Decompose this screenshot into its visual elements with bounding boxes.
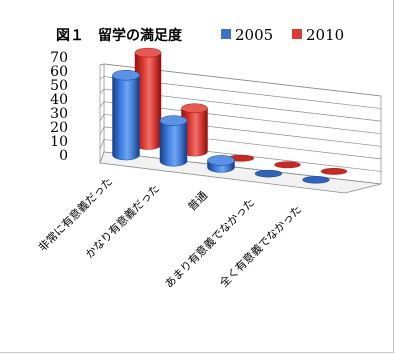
gridline-side: [99, 63, 105, 66]
gridline-side: [99, 139, 105, 150]
bar-disc: [320, 168, 348, 175]
x-tick-label: あまり有意義でなかった: [162, 195, 257, 290]
bar-2010-2: [181, 103, 208, 157]
x-tick-label: 普通: [185, 188, 210, 213]
y-tick-label: 50: [50, 78, 68, 94]
bar-body: [159, 120, 188, 167]
bar-body: [112, 75, 140, 161]
bar-2005-1: [112, 69, 140, 161]
legend-label-2010: 2010: [306, 26, 344, 44]
bar-disc: [302, 176, 330, 184]
y-tick-label: 20: [50, 120, 68, 136]
bar-2010-1: [134, 47, 162, 150]
bars: [112, 47, 348, 184]
legend: 2005 2010: [221, 26, 344, 44]
y-tick-label: 30: [50, 106, 68, 122]
gridline-side: [99, 101, 105, 108]
bar-2010-4: [274, 161, 301, 169]
y-tick-label: 70: [50, 50, 68, 66]
bar-top: [134, 47, 162, 58]
legend-swatch-2005: [221, 29, 231, 39]
bar-top: [181, 103, 208, 113]
y-tick-label: 40: [50, 92, 68, 108]
y-tick-label: 0: [59, 148, 68, 164]
y-tick-label: 10: [50, 134, 68, 150]
gridline-side: [99, 88, 105, 94]
legend-label-2005: 2005: [235, 26, 273, 44]
bar-2005-3: [207, 155, 235, 173]
bar-top: [112, 69, 140, 81]
y-tick-label: 60: [50, 64, 68, 80]
gridline-side: [99, 114, 105, 122]
bar-top: [207, 155, 235, 166]
legend-swatch-2010: [292, 29, 302, 39]
bar-2005-2: [159, 115, 188, 167]
bar-disc: [274, 161, 301, 169]
bar-2005-4: [254, 169, 283, 178]
gridline-side: [99, 126, 105, 136]
chart-title: 図１ 留学の満足度: [56, 27, 183, 44]
bar-2010-5: [320, 168, 348, 175]
bar-2005-5: [302, 176, 330, 184]
gridline-side: [99, 76, 105, 80]
bar-top: [159, 115, 188, 126]
bar-disc: [254, 169, 283, 178]
